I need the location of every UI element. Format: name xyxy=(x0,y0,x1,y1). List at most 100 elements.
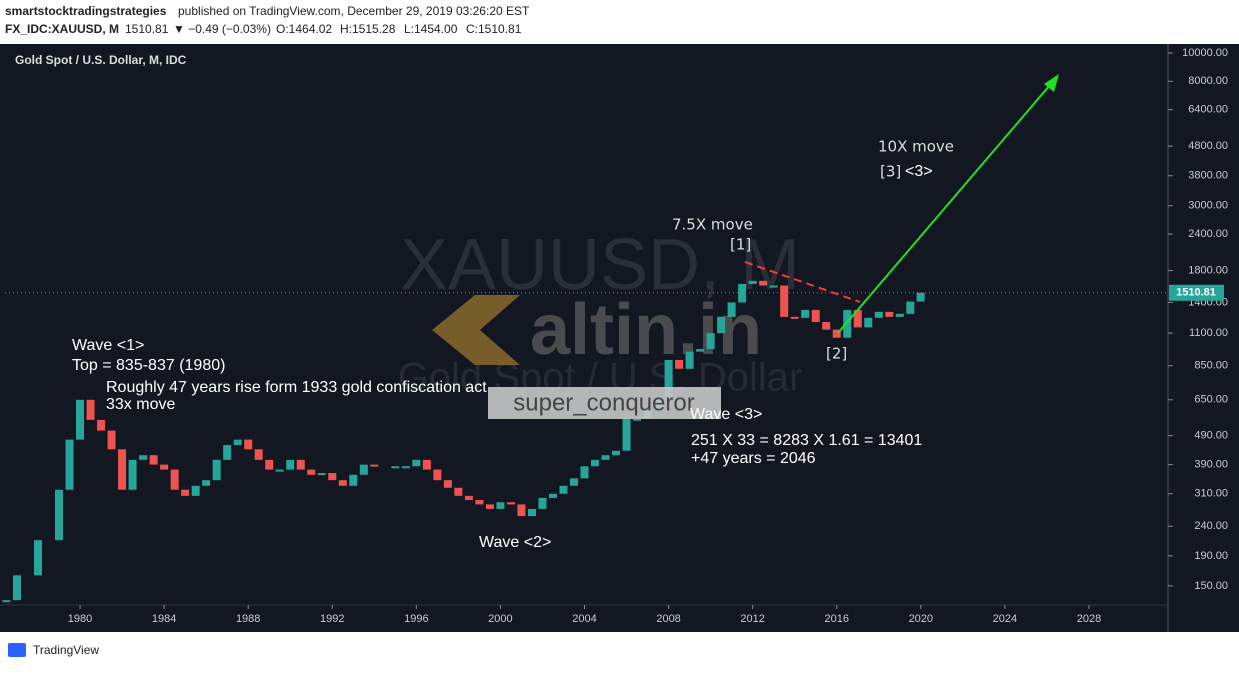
y-tick-label: 310.00 xyxy=(1194,488,1228,500)
candle xyxy=(223,445,232,460)
brand-icon xyxy=(8,643,26,657)
candle xyxy=(107,430,116,450)
candle xyxy=(685,351,694,369)
candle xyxy=(359,464,368,475)
candle xyxy=(212,459,221,481)
candle xyxy=(664,359,673,400)
y-tick-label: 1100.00 xyxy=(1189,327,1228,339)
candle xyxy=(139,455,148,460)
x-tick-label: 2024 xyxy=(993,613,1017,625)
ohlc-high: H:1515.28 xyxy=(340,22,396,36)
x-tick-label: 2020 xyxy=(909,613,933,625)
candle xyxy=(170,469,179,490)
candle xyxy=(475,500,484,505)
candle xyxy=(832,329,841,338)
candle xyxy=(717,316,726,334)
candle xyxy=(149,455,158,465)
candle xyxy=(885,311,894,317)
candle xyxy=(233,439,242,446)
candle xyxy=(843,309,852,338)
y-tick-label: 3000.00 xyxy=(1188,200,1228,212)
candle xyxy=(128,459,137,490)
annotation: 7.5X move xyxy=(672,216,753,234)
candle xyxy=(254,449,263,460)
candle xyxy=(370,464,379,467)
footer xyxy=(0,632,1239,669)
candle xyxy=(738,283,747,303)
y-tick-label: 650.00 xyxy=(1194,394,1228,406)
candle xyxy=(496,502,505,509)
ohlc-open: O:1464.02 xyxy=(276,22,332,36)
signature: super_conqueror xyxy=(513,389,694,416)
candle xyxy=(286,459,295,470)
candle xyxy=(317,473,326,476)
y-tick-label: 2400.00 xyxy=(1188,228,1228,240)
candle xyxy=(443,480,452,488)
candle xyxy=(349,474,358,486)
candle xyxy=(559,485,568,494)
candle xyxy=(338,480,347,486)
arrow-head xyxy=(1044,74,1059,92)
published: published on TradingView.com, December 2… xyxy=(178,4,530,18)
candle xyxy=(391,466,400,469)
candle xyxy=(748,280,757,284)
candle xyxy=(916,292,925,302)
candle xyxy=(275,469,284,472)
candle xyxy=(454,487,463,496)
candle xyxy=(759,280,768,286)
candle xyxy=(874,311,883,318)
annotation: Wave <1> xyxy=(72,337,144,354)
y-tick-label: 10000.00 xyxy=(1182,47,1228,59)
x-tick-label: 2004 xyxy=(572,613,596,625)
candle xyxy=(160,464,169,470)
candle xyxy=(853,309,862,328)
annotation: 10X move xyxy=(878,138,954,156)
x-tick-label: 1996 xyxy=(404,613,428,625)
candle xyxy=(485,504,494,509)
candle xyxy=(895,313,904,317)
candle xyxy=(769,285,778,288)
candle xyxy=(97,419,106,431)
candle xyxy=(569,478,578,486)
annotation: [1] xyxy=(730,236,751,254)
y-tick-label: 8000.00 xyxy=(1188,75,1228,87)
candle xyxy=(244,439,253,450)
y-tick-label: 4800.00 xyxy=(1188,140,1228,152)
candle xyxy=(801,309,810,318)
x-tick-label: 1980 xyxy=(68,613,92,625)
candle xyxy=(34,540,43,576)
x-tick-label: 2028 xyxy=(1077,613,1101,625)
candle xyxy=(307,469,316,475)
x-tick-label: 2012 xyxy=(740,613,764,625)
signature-box xyxy=(488,387,721,419)
candle xyxy=(517,504,526,517)
annotation: [3] xyxy=(880,163,901,181)
candle xyxy=(191,485,200,496)
candle xyxy=(265,459,274,470)
candle xyxy=(612,450,621,456)
candle xyxy=(811,309,820,323)
y-tick-label: 490.00 xyxy=(1194,430,1228,442)
candle xyxy=(65,439,74,490)
candle xyxy=(55,489,64,541)
ohlc-low: L:1454.00 xyxy=(404,22,458,36)
annotation: Roughly 47 years rise form 1933 gold con… xyxy=(106,379,487,396)
candle xyxy=(906,301,915,314)
y-tick-label: 6400.00 xyxy=(1188,104,1228,116)
annotation: Wave <3> xyxy=(690,406,762,423)
annotation: 251 X 33 = 8283 X 1.61 = 13401 xyxy=(691,432,922,449)
x-tick-label: 2008 xyxy=(656,613,680,625)
candle xyxy=(696,349,705,352)
y-tick-label: 190.00 xyxy=(1194,550,1228,562)
candle xyxy=(864,317,873,328)
annotation: 33x move xyxy=(106,396,175,413)
x-tick-label: 2000 xyxy=(488,613,512,625)
annotation: +47 years = 2046 xyxy=(691,450,816,467)
candle xyxy=(790,316,799,319)
annotation: [2] xyxy=(826,345,847,363)
candle xyxy=(401,466,410,469)
last-price: 1510.81 xyxy=(125,22,169,36)
candle xyxy=(780,285,789,317)
